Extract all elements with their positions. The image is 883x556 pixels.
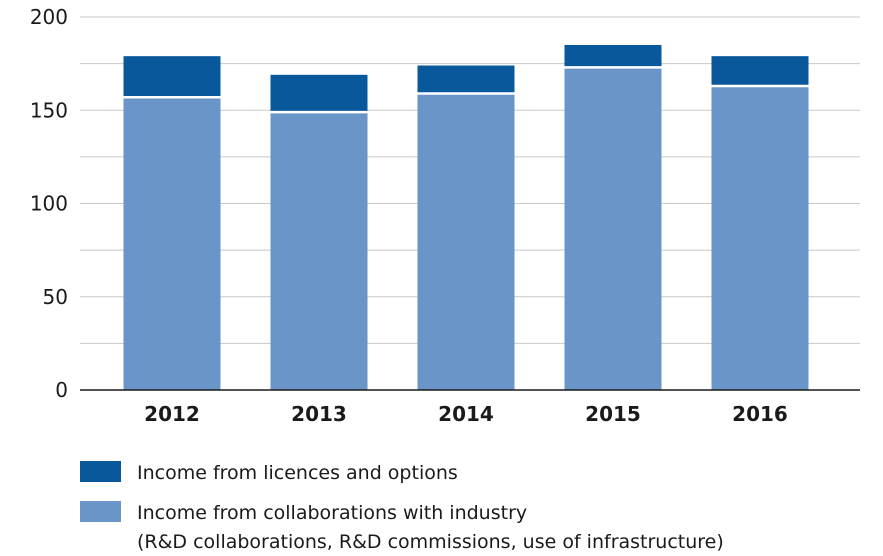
y-tick-label: 50 [43,285,68,309]
bar-segment-licences [270,74,368,113]
bar-segment-collaborations [711,86,809,390]
bar-segment-collaborations [417,93,515,390]
legend-swatch-collaborations [80,501,121,522]
bar-segment-licences [564,44,662,68]
x-tick-label: 2014 [438,402,494,426]
bar-segment-licences [711,56,809,87]
x-tick-label: 2012 [144,402,200,426]
axes: 0 50 100 150 200 2012 2013 2014 2015 2016 [30,5,860,426]
bars [123,44,809,391]
y-tick-label: 100 [30,192,68,216]
x-tick-label: 2015 [585,402,641,426]
legend-label-collaborations: Income from collaborations with industry [137,502,527,524]
legend-swatch-licences [80,461,121,482]
bar-segment-collaborations [270,112,368,391]
legend-label-licences: Income from licences and options [137,462,458,484]
y-tick-label: 0 [55,378,68,402]
y-tick-label: 150 [30,98,68,122]
legend-label-collaborations-detail: (R&D collaborations, R&D commissions, us… [137,531,724,553]
x-tick-label: 2016 [732,402,788,426]
y-tick-label: 200 [30,5,68,29]
legend: Income from licences and options Income f… [80,461,724,553]
bar-segment-collaborations [123,97,221,390]
bar-segment-licences [123,56,221,98]
bar-segment-licences [417,65,515,94]
x-tick-label: 2013 [291,402,347,426]
bar-segment-collaborations [564,67,662,390]
